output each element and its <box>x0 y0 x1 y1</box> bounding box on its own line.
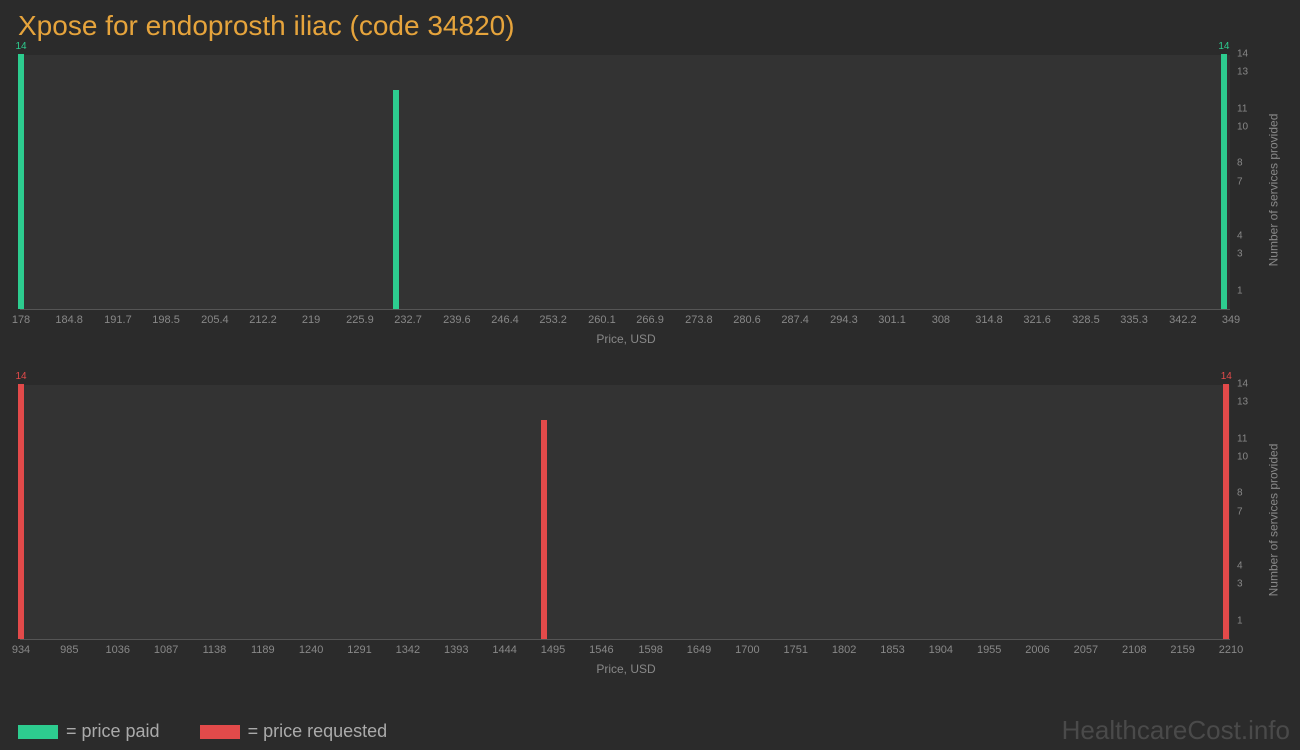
x-tick: 1955 <box>977 644 1001 656</box>
y-tick: 1 <box>1237 615 1243 626</box>
x-tick: 1853 <box>880 644 904 656</box>
x-tick: 246.4 <box>491 314 519 326</box>
x-tick: 1546 <box>589 644 613 656</box>
page-title: Xpose for endoprosth iliac (code 34820) <box>0 0 1300 42</box>
x-tick: 1036 <box>105 644 129 656</box>
x-tick: 239.6 <box>443 314 471 326</box>
y-tick: 8 <box>1237 488 1243 499</box>
y-tick: 10 <box>1237 121 1248 132</box>
y-tick: 4 <box>1237 561 1243 572</box>
x-tick: 198.5 <box>152 314 180 326</box>
x-tick: 212.2 <box>249 314 277 326</box>
x-tick: 1598 <box>638 644 662 656</box>
x-tick: 1240 <box>299 644 323 656</box>
x-tick: 1649 <box>687 644 711 656</box>
bar <box>541 420 547 639</box>
x-tick: 301.1 <box>878 314 906 326</box>
x-tick: 205.4 <box>201 314 229 326</box>
bar-label: 14 <box>15 371 26 382</box>
y-tick: 1 <box>1237 285 1243 296</box>
x-tick: 314.8 <box>975 314 1003 326</box>
bar-label: 14 <box>1221 371 1232 382</box>
x-tick: 253.2 <box>539 314 567 326</box>
y-tick: 7 <box>1237 506 1243 517</box>
y-tick: 14 <box>1237 49 1248 60</box>
y-tick: 11 <box>1237 103 1247 114</box>
legend-item-requested: = price requested <box>200 721 388 742</box>
x-tick: 2108 <box>1122 644 1146 656</box>
x-tick: 335.3 <box>1120 314 1148 326</box>
bar-label: 14 <box>1218 41 1229 52</box>
x-tick: 342.2 <box>1169 314 1197 326</box>
x-tick: 349 <box>1222 314 1240 326</box>
x-tick: 934 <box>12 644 30 656</box>
x-tick: 232.7 <box>394 314 422 326</box>
y-axis-label: Number of services provided <box>1267 443 1281 596</box>
x-tick: 294.3 <box>830 314 858 326</box>
x-tick: 2006 <box>1025 644 1049 656</box>
legend-label-requested: = price requested <box>248 721 388 742</box>
x-tick: 1342 <box>396 644 420 656</box>
x-tick: 178 <box>12 314 30 326</box>
x-tick: 1700 <box>735 644 759 656</box>
x-tick: 225.9 <box>346 314 374 326</box>
x-axis-label: Price, USD <box>596 662 655 676</box>
y-axis-label: Number of services provided <box>1267 113 1281 266</box>
x-axis-label: Price, USD <box>596 332 655 346</box>
x-tick: 1751 <box>783 644 807 656</box>
x-tick: 280.6 <box>733 314 761 326</box>
x-tick: 1189 <box>251 644 275 656</box>
x-tick: 2057 <box>1074 644 1098 656</box>
x-tick: 321.6 <box>1023 314 1051 326</box>
x-tick: 1802 <box>832 644 856 656</box>
y-tick: 8 <box>1237 158 1243 169</box>
bar <box>18 384 24 639</box>
bar <box>1221 54 1227 309</box>
x-tick: 1495 <box>541 644 565 656</box>
x-tick: 1393 <box>444 644 468 656</box>
x-tick: 1904 <box>929 644 953 656</box>
legend-swatch-paid <box>18 725 58 739</box>
x-tick: 266.9 <box>636 314 664 326</box>
x-tick: 308 <box>932 314 950 326</box>
bar <box>18 54 24 309</box>
x-tick: 273.8 <box>685 314 713 326</box>
legend-swatch-requested <box>200 725 240 739</box>
bar <box>1223 384 1229 639</box>
bar <box>393 90 399 309</box>
legend-item-paid: = price paid <box>18 721 160 742</box>
chart-price-paid: 1414178184.8191.7198.5205.4212.2219225.9… <box>20 55 1230 310</box>
x-tick: 260.1 <box>588 314 616 326</box>
y-tick: 13 <box>1237 67 1248 78</box>
legend: = price paid = price requested <box>18 721 387 742</box>
x-tick: 1291 <box>347 644 371 656</box>
x-tick: 2159 <box>1170 644 1194 656</box>
y-tick: 3 <box>1237 579 1243 590</box>
x-tick: 184.8 <box>55 314 83 326</box>
y-tick: 14 <box>1237 379 1248 390</box>
watermark: HealthcareCost.info <box>1062 715 1290 746</box>
y-tick: 10 <box>1237 451 1248 462</box>
x-tick: 191.7 <box>104 314 132 326</box>
bar-label: 14 <box>15 41 26 52</box>
x-tick: 328.5 <box>1072 314 1100 326</box>
x-tick: 219 <box>302 314 320 326</box>
y-tick: 4 <box>1237 231 1243 242</box>
x-tick: 287.4 <box>781 314 809 326</box>
x-tick: 2210 <box>1219 644 1243 656</box>
legend-label-paid: = price paid <box>66 721 160 742</box>
x-tick: 1138 <box>203 644 227 656</box>
y-tick: 7 <box>1237 176 1243 187</box>
chart-price-requested: 1414934985103610871138118912401291134213… <box>20 385 1230 640</box>
x-tick: 1444 <box>492 644 516 656</box>
x-tick: 1087 <box>154 644 178 656</box>
y-tick: 11 <box>1237 433 1247 444</box>
y-tick: 3 <box>1237 249 1243 260</box>
x-tick: 985 <box>60 644 78 656</box>
y-tick: 13 <box>1237 397 1248 408</box>
